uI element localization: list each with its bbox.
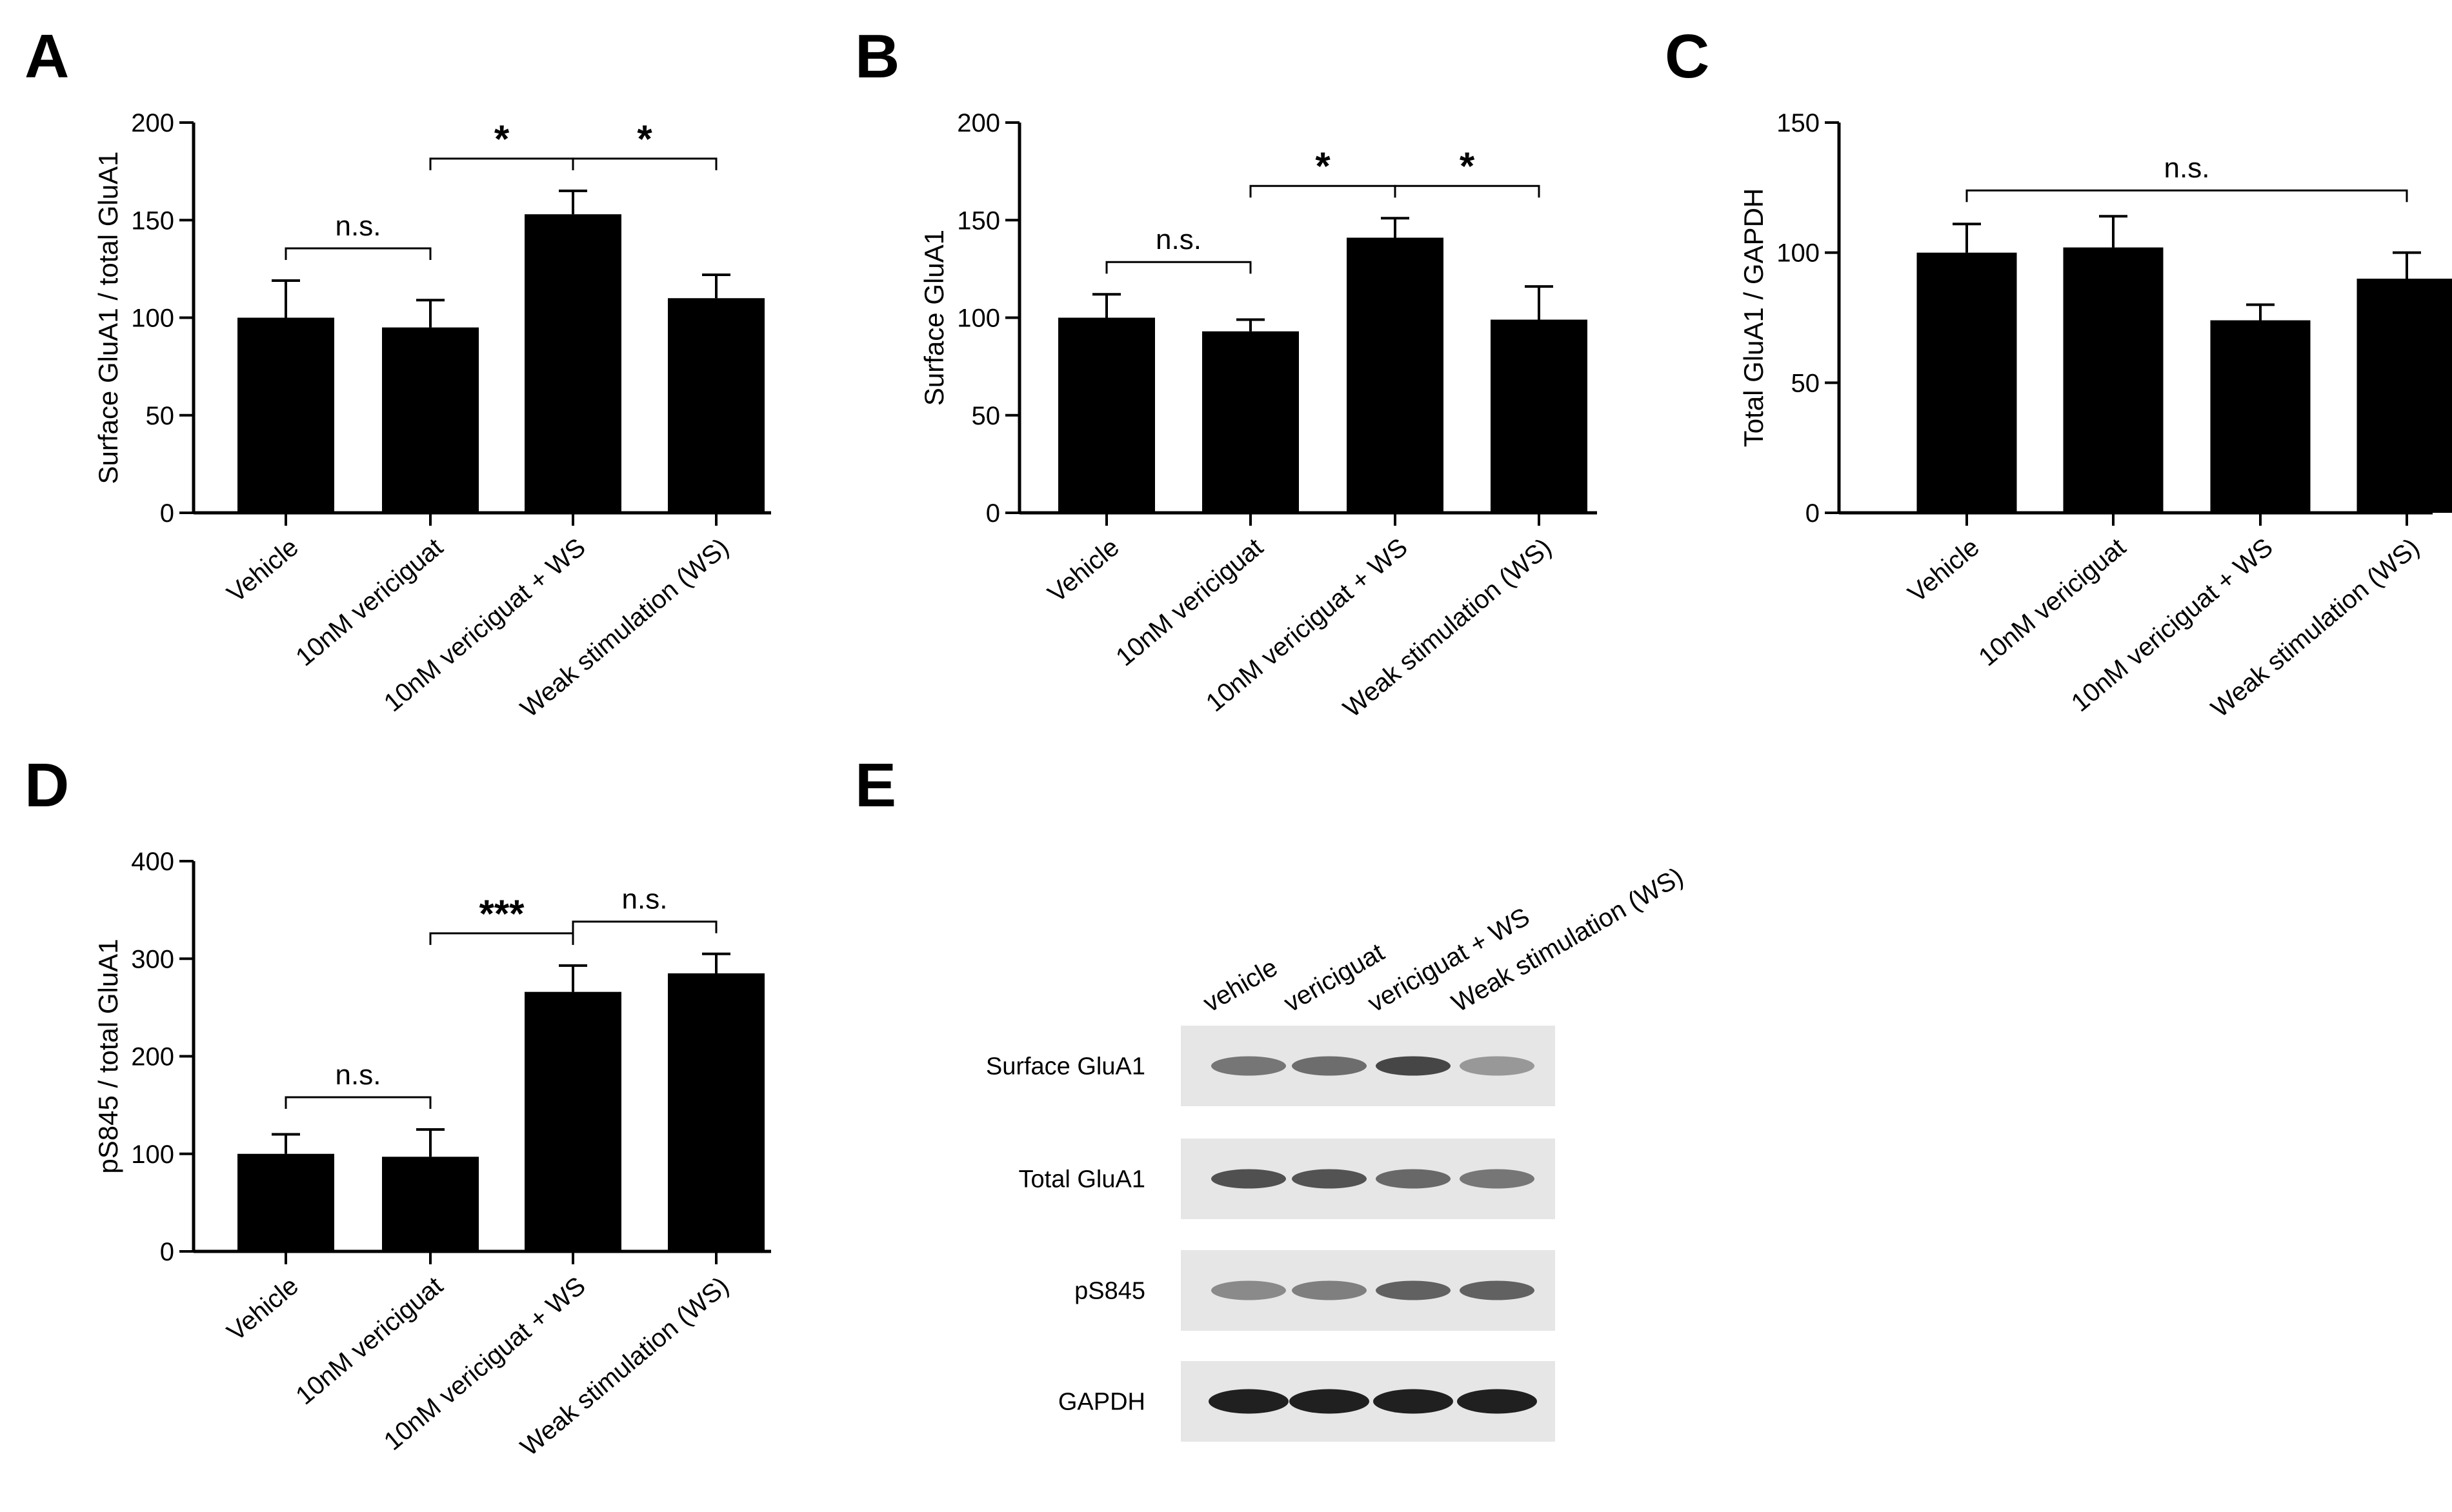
bar-4 (1491, 319, 1587, 513)
blot-band (1211, 1280, 1286, 1300)
y-tick-label: 200 (131, 109, 174, 137)
blot-band (1460, 1056, 1534, 1076)
x-tick-label: 10nM vericiguat (1110, 533, 1269, 671)
x-tick-label: Vehicle (222, 533, 304, 608)
significance-label: n.s. (622, 884, 668, 915)
blot-band (1460, 1169, 1534, 1189)
significance-bracket (429, 932, 574, 945)
bar-4 (2357, 279, 2452, 513)
x-tick-label: 10nM vericiguat (290, 1271, 448, 1410)
panel-letter: A (25, 22, 69, 91)
x-tick-label: Vehicle (1043, 533, 1125, 608)
bar-1 (1916, 252, 2017, 513)
significance-label: n.s. (2164, 152, 2210, 184)
panel-letter: B (855, 22, 899, 91)
y-tick-label: 200 (957, 109, 1000, 137)
blot-band (1376, 1056, 1451, 1076)
significance-bracket (572, 920, 718, 933)
panel-c: C 0 50 100 150 Total GluA1 / GAPDH Vehicle10nM… (1665, 22, 2452, 723)
blot-row-label: Total GluA1 (1019, 1166, 1145, 1193)
blot-band (1211, 1056, 1286, 1076)
panel-letter: E (855, 751, 896, 820)
bar-2 (1202, 331, 1299, 513)
panel-letter: D (25, 751, 69, 820)
significance-label: *** (479, 892, 525, 935)
bar-2 (382, 1157, 479, 1251)
blot-band (1209, 1389, 1289, 1414)
bar-4 (668, 298, 765, 513)
y-tick-label: 50 (1791, 369, 1820, 397)
blot-band (1292, 1056, 1367, 1076)
significance-label: n.s. (1156, 224, 1201, 255)
y-tick-label: 400 (131, 848, 174, 876)
blot-band (1376, 1280, 1451, 1300)
significance-bracket (1394, 184, 1540, 198)
bar-1 (1058, 317, 1155, 513)
y-tick-label: 100 (957, 304, 1000, 333)
bar-3 (2210, 320, 2311, 513)
y-axis-title: Surface GluA1 / total GluA1 (93, 152, 123, 484)
y-axis-title: Surface GluA1 (919, 230, 949, 406)
significance-bracket (572, 157, 718, 170)
y-tick-label: 200 (131, 1043, 174, 1071)
y-tick-label: 150 (131, 206, 174, 235)
y-axis-title: Total GluA1 / GAPDH (1738, 188, 1769, 447)
bar-1 (237, 1153, 334, 1251)
y-tick-label: 0 (986, 499, 1000, 528)
significance-bracket (1965, 189, 2408, 203)
blot-band (1289, 1389, 1369, 1414)
x-tick-label: Vehicle (222, 1271, 304, 1347)
panel-d: D 0 100 200 300 400 pS845 / total GluA1 Vehicle… (25, 751, 771, 1462)
significance-bracket (1105, 261, 1252, 274)
bar-3 (1347, 237, 1443, 513)
y-tick-label: 0 (160, 1238, 174, 1266)
y-tick-label: 150 (957, 206, 1000, 235)
y-tick-label: 0 (160, 499, 174, 528)
bar-2 (382, 327, 479, 513)
blot-band (1373, 1389, 1453, 1414)
bar-1 (237, 317, 334, 513)
x-tick-label: 10nM vericiguat (1973, 533, 2131, 671)
bar-3 (525, 991, 621, 1251)
blot-lane-label: vehicle (1199, 953, 1283, 1017)
blot-band (1211, 1169, 1286, 1189)
y-tick-label: 0 (1805, 499, 1820, 528)
significance-label: * (494, 117, 510, 161)
y-tick-label: 100 (131, 1140, 174, 1169)
y-axis-title: pS845 / total GluA1 (93, 939, 123, 1173)
significance-label: * (637, 117, 652, 161)
significance-label: * (1460, 144, 1475, 188)
blot-band (1460, 1280, 1534, 1300)
significance-bracket (285, 247, 432, 261)
blot-band (1292, 1280, 1367, 1300)
significance-label: n.s. (336, 210, 381, 242)
bar-2 (2063, 247, 2164, 513)
bar-4 (668, 973, 765, 1251)
blot-row-label: GAPDH (1058, 1389, 1145, 1416)
significance-bracket (285, 1096, 432, 1109)
y-tick-label: 100 (131, 304, 174, 333)
significance-label: * (1315, 144, 1331, 188)
blot-band (1457, 1389, 1537, 1414)
x-tick-label: 10nM vericiguat (290, 533, 448, 671)
blot-band (1376, 1169, 1451, 1189)
y-tick-label: 50 (146, 402, 175, 430)
blot-row-label: Surface GluA1 (986, 1053, 1145, 1080)
significance-label: n.s. (336, 1059, 381, 1091)
y-tick-label: 150 (1776, 109, 1820, 137)
blot-row-label: pS845 (1074, 1278, 1145, 1305)
blot-band (1292, 1169, 1367, 1189)
y-tick-label: 50 (972, 402, 1001, 430)
x-tick-label: Vehicle (1903, 533, 1985, 608)
y-tick-label: 300 (131, 945, 174, 973)
panel-a: A 0 50 100 150 200 Surface GluA1 / total GluA1… (25, 22, 771, 723)
bar-3 (525, 214, 621, 513)
y-tick-label: 100 (1776, 239, 1820, 268)
panel-letter: C (1665, 22, 1709, 91)
